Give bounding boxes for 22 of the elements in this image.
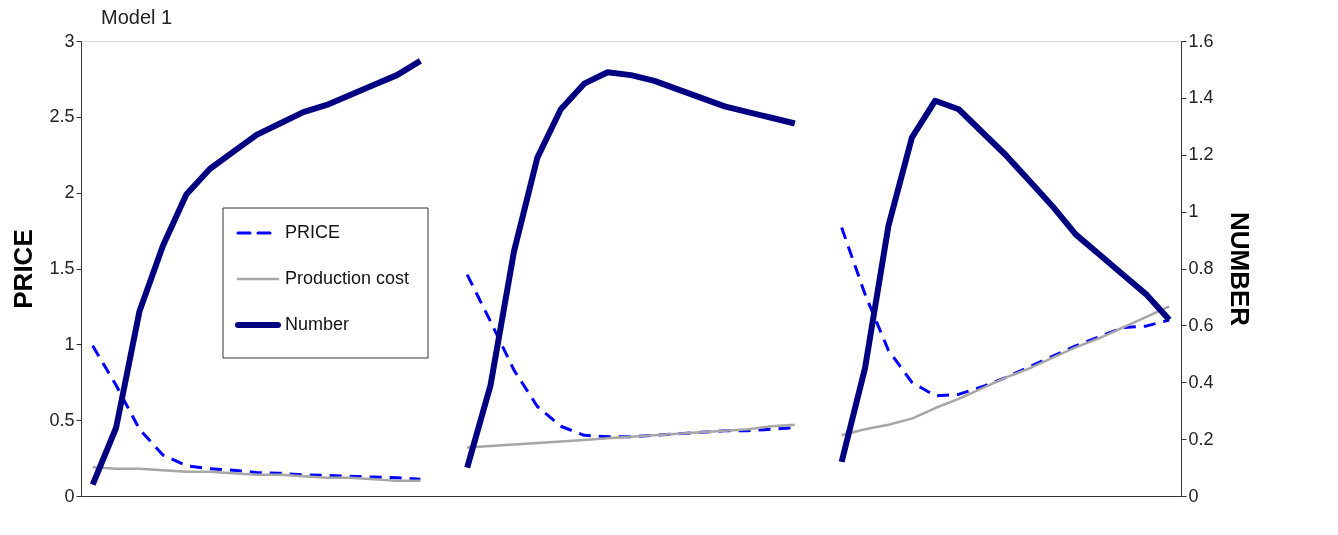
legend-label: Production cost [285,268,410,288]
y2-tick-label: 0.2 [1188,428,1214,449]
y2-tick-label: 0.4 [1188,371,1214,392]
y2-tick-label: 1.6 [1188,30,1214,51]
y2-axis-title: NUMBER [1224,211,1255,327]
legend-label: Number [285,314,350,334]
y2-tick-label: 1.4 [1188,87,1214,108]
y2-tick-label: 1 [1188,201,1199,222]
legend-label: PRICE [285,222,341,242]
chart-title: Model 1 [100,6,173,28]
y2-tick-label: 0.6 [1188,314,1214,335]
y-axis-title: PRICE [8,229,39,309]
y-tick-label: 2 [64,182,75,203]
y-tick-label: 2.5 [49,106,75,127]
y2-tick-label: 1.2 [1188,144,1214,165]
y-tick-label: 1.5 [49,258,75,278]
y-tick-label: 1 [64,333,75,354]
y-tick-label: 3 [64,30,75,51]
y-tick-label: 0 [64,485,75,506]
y-tick-label: 0.5 [49,409,75,430]
y2-tick-label: 0 [1188,485,1199,506]
y2-tick-label: 0.8 [1188,258,1214,278]
